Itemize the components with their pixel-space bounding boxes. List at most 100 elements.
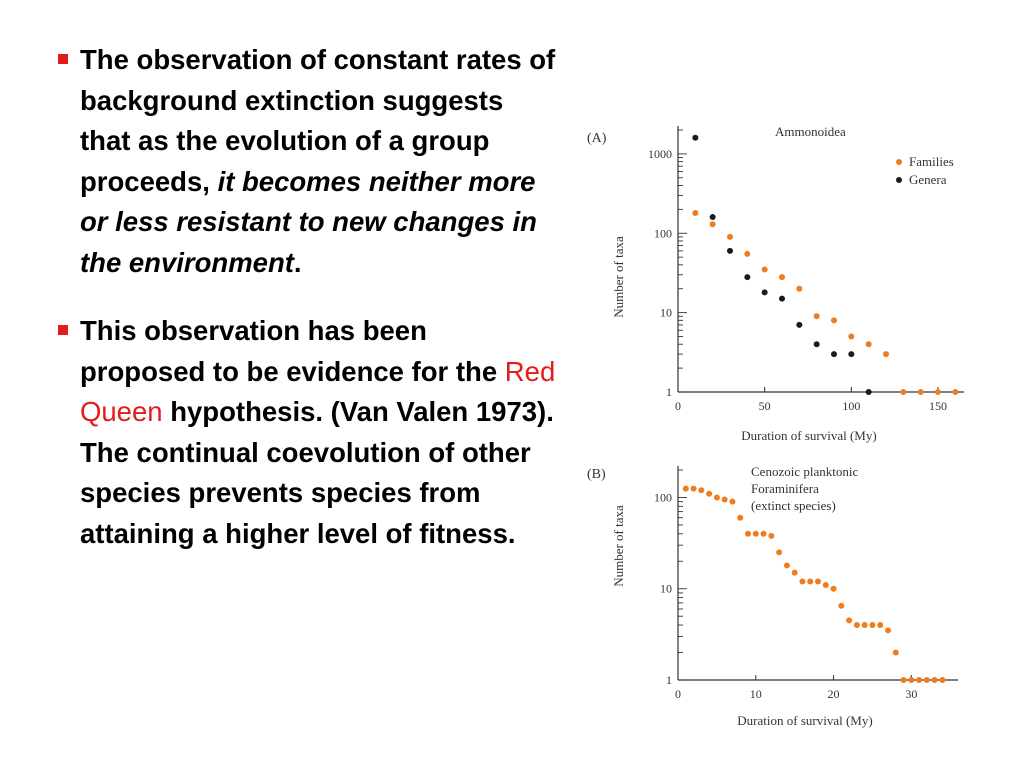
data-point [848,351,855,358]
data-point [692,210,699,217]
chart-title-line: Cenozoic planktonic [751,464,858,479]
data-point [692,134,699,141]
data-point [713,494,720,501]
data-point [698,487,705,494]
x-tick-label: 50 [759,399,771,413]
data-point [848,333,855,340]
data-point [935,389,941,395]
data-point [791,569,798,576]
bullet-text: The observation of constant rates of bac… [80,44,555,278]
x-axis-label: Duration of survival (My) [741,428,876,443]
axes: 1 10 100 0 10 20 30 [654,466,958,701]
data-point [952,389,959,395]
x-tick-label: 150 [929,399,947,413]
data-point [682,485,689,492]
data-point [815,578,821,585]
data-point [939,677,946,683]
data-point [796,285,803,292]
data-point [813,313,820,320]
data-point [709,221,716,228]
legend: Families Genera [896,154,954,187]
data-points [692,134,959,395]
data-point [776,549,783,556]
text-run: hypothesis. (Van Valen 1973). The contin… [80,396,554,549]
data-point [768,532,775,539]
text-run: . [293,246,302,278]
data-point [783,562,790,569]
data-point [744,250,751,257]
y-tick-label: 100 [654,490,672,504]
legend-label: Families [909,154,954,169]
text-run: This observation has been proposed to be… [80,315,505,387]
data-point [727,247,733,254]
panel-label: (B) [587,467,606,482]
data-point [727,233,733,240]
panel-label: (A) [587,131,607,146]
data-point [779,274,785,281]
data-point [869,622,876,629]
data-point [709,214,716,221]
data-point [744,274,751,281]
y-tick-label: 1 [666,673,672,687]
y-axis-label: Number of taxa [611,505,626,587]
data-point [807,578,814,585]
legend-marker [896,159,902,165]
x-tick-label: 20 [828,687,840,701]
y-tick-label: 10 [660,582,672,596]
text-run: Red Queen [80,355,556,428]
data-point [877,622,884,629]
bullet-constant-rates: The observation of constant rates of bac… [58,40,558,283]
data-point [923,677,930,683]
data-point [900,677,907,683]
bullet-marker-icon [58,54,68,64]
data-point [761,289,768,296]
y-tick-label: 100 [654,226,672,240]
data-point [908,677,915,683]
data-point [831,317,837,324]
data-point [690,485,697,492]
bullet-marker-icon [58,325,68,335]
data-point [745,530,751,537]
data-point [737,514,744,521]
legend-label: Genera [909,172,947,187]
data-point [865,341,872,348]
data-point [813,341,820,348]
x-tick-label: 100 [842,399,860,413]
bullet-text: This observation has been proposed to be… [80,315,555,549]
text-run: it becomes neither more or less resistan… [80,165,537,278]
x-tick-label: 0 [675,687,681,701]
data-point [706,490,713,497]
data-point [831,351,837,358]
data-point [885,627,891,634]
data-point [883,351,889,358]
legend-marker [896,177,902,183]
data-point [916,677,923,683]
data-point [729,498,736,505]
data-point [865,389,872,395]
chart-title-line: Foraminifera [751,481,819,496]
x-tick-label: 0 [675,399,681,413]
data-point [752,530,759,537]
chart-title: Cenozoic planktonic Foraminifera (extinc… [751,464,861,513]
x-tick-label: 30 [905,687,917,701]
chart-ammonoidea: (A) Ammonoidea Number of taxa Duration o… [587,124,964,443]
data-point [830,585,837,592]
data-point [796,321,803,328]
data-point [761,266,768,273]
y-tick-label: 1 [666,385,672,399]
data-point [892,649,899,656]
data-point [853,622,860,629]
data-point [917,389,924,395]
x-tick-label: 10 [750,687,762,701]
data-point [822,581,829,588]
y-axis-label: Number of taxa [611,236,626,318]
data-point [799,578,806,585]
data-point [931,677,938,683]
data-points [682,485,946,683]
y-tick-label: 1000 [648,147,672,161]
data-point [846,617,853,624]
chart-title-line: (extinct species) [751,498,836,513]
data-point [861,622,868,629]
text-run: The observation of constant rates of bac… [80,44,556,197]
data-point [721,496,728,503]
